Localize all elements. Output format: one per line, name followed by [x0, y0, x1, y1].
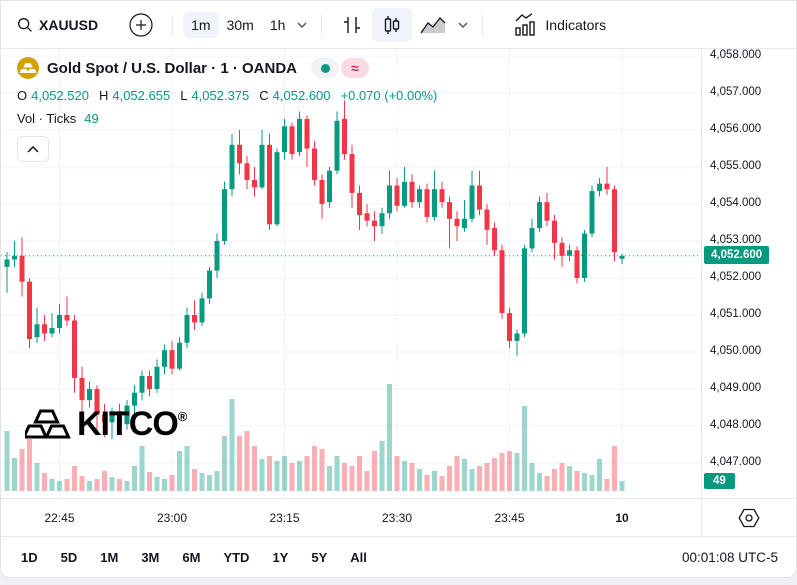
- approx-prices-status[interactable]: ≈: [341, 58, 370, 78]
- volume-value: 49: [84, 111, 99, 126]
- price-tick-label: 4,052.000: [710, 271, 762, 283]
- chart-style-area-button[interactable]: [412, 9, 454, 40]
- legend-collapse-button[interactable]: [17, 136, 49, 162]
- chevron-down-icon: [297, 22, 307, 28]
- price-tick-label: 4,056.000: [710, 123, 762, 135]
- chart-style-menu-button[interactable]: [454, 17, 472, 33]
- price-tick-label: 4,047.000: [710, 456, 762, 468]
- range-all-button[interactable]: All: [348, 546, 369, 569]
- symbol-title-row[interactable]: Gold Spot / U.S. Dollar · 1 · OANDA ≈: [17, 57, 437, 79]
- compare-add-symbol-button[interactable]: [120, 7, 162, 43]
- toolbar-divider: [482, 13, 484, 36]
- volume-label: Vol · Ticks: [17, 111, 77, 126]
- range-6m-button[interactable]: 6M: [180, 546, 202, 569]
- timeframe-1h-button[interactable]: 1h: [262, 12, 294, 38]
- close-value: 4,052.600: [272, 88, 331, 103]
- symbol-search-button[interactable]: XAUUSD: [9, 12, 106, 38]
- price-tick-label: 4,053.000: [710, 234, 762, 246]
- area-chart-icon: [420, 17, 446, 34]
- market-open-dot-icon: [320, 63, 330, 73]
- low-value: 4,052.375: [191, 88, 250, 103]
- session-clock[interactable]: 00:01:08 UTC-5: [681, 550, 778, 565]
- timeframe-30m-button[interactable]: 30m: [219, 12, 262, 38]
- indicators-icon: [515, 12, 536, 36]
- symbol-name: XAUUSD: [39, 16, 99, 33]
- indicators-label: Indicators: [545, 16, 607, 33]
- time-axis[interactable]: 22:45 23:00 23:15 23:30 23:45 10: [1, 499, 701, 536]
- timeframe-menu-button[interactable]: [293, 17, 311, 33]
- volume-ticks-badge: 49: [704, 473, 735, 489]
- date-range-selector: 1D 5D 1M 3M 6M YTD 1Y 5Y All: [19, 546, 369, 569]
- range-1y-button[interactable]: 1Y: [270, 546, 290, 569]
- chevron-up-icon: [27, 145, 39, 153]
- top-toolbar: XAUUSD 1m 30m 1h: [1, 1, 796, 49]
- axis-corner: [701, 499, 796, 536]
- time-tick-label[interactable]: 23:00: [156, 510, 188, 525]
- quick-actions-hexagon-icon[interactable]: [736, 506, 762, 530]
- price-tick-label: 4,058.000: [710, 49, 762, 61]
- time-tick-label[interactable]: 23:15: [269, 510, 300, 525]
- gold-symbol-logo-icon: [17, 57, 39, 79]
- high-value: 4,052.655: [112, 88, 171, 103]
- search-icon: [18, 17, 32, 32]
- time-axis-row: 22:45 23:00 23:15 23:30 23:45 10: [1, 498, 796, 536]
- toolbar-divider: [172, 13, 174, 36]
- range-3m-button[interactable]: 3M: [139, 546, 161, 569]
- chart-style-candles-button[interactable]: [372, 7, 413, 42]
- chart-style-bars-button[interactable]: [332, 8, 372, 42]
- volume-readout: Vol · Ticks 49: [17, 111, 437, 126]
- open-value: 4,052.520: [31, 88, 89, 103]
- bars-chart-icon: [344, 16, 361, 33]
- price-tick-label: 4,051.000: [710, 308, 762, 320]
- price-tick-label: 4,049.000: [710, 382, 762, 394]
- candlestick-chart[interactable]: [1, 49, 701, 498]
- low-label: L: [180, 88, 188, 103]
- price-tick-label: 4,050.000: [710, 345, 762, 357]
- price-tick-label: 4,054.000: [710, 197, 762, 209]
- open-label: O: [17, 88, 28, 103]
- range-ytd-button[interactable]: YTD: [221, 546, 251, 569]
- symbol-title: Gold Spot / U.S. Dollar · 1 · OANDA: [47, 59, 298, 77]
- timeframe-1m-button[interactable]: 1m: [183, 11, 219, 38]
- market-open-status[interactable]: [311, 58, 340, 78]
- price-tick-label: 4,048.000: [710, 419, 762, 431]
- time-tick-label[interactable]: 22:45: [44, 510, 75, 525]
- time-tick-label[interactable]: 10: [615, 510, 629, 525]
- change-value: +0.070 (+0.00%): [340, 88, 438, 103]
- range-1d-button[interactable]: 1D: [19, 546, 40, 569]
- indicators-button[interactable]: Indicators: [505, 8, 614, 42]
- time-tick-label[interactable]: 23:45: [494, 510, 525, 525]
- ohlc-readout: O 4,052.520 H 4,052.655 L 4,052.375 C 4,052.…: [17, 88, 437, 103]
- toolbar-divider: [321, 13, 323, 36]
- high-label: H: [98, 88, 109, 103]
- market-status-pills: ≈: [311, 58, 370, 78]
- price-axis[interactable]: 4,052.600 49 4,058.000 4,057.000 4,056.000…: [701, 49, 796, 498]
- range-5y-button[interactable]: 5Y: [309, 546, 329, 569]
- close-label: C: [259, 88, 269, 103]
- range-1m-button[interactable]: 1M: [98, 546, 120, 569]
- chevron-down-icon: [458, 22, 468, 28]
- price-tick-label: 4,055.000: [710, 160, 762, 172]
- candles-chart-icon: [385, 15, 400, 34]
- range-5d-button[interactable]: 5D: [59, 546, 80, 569]
- time-tick-label[interactable]: 23:30: [381, 510, 413, 525]
- bottom-toolbar: 1D 5D 1M 3M 6M YTD 1Y 5Y All 00:01:08 UT…: [1, 536, 796, 577]
- price-tick-label: 4,057.000: [710, 86, 762, 98]
- plus-circle-icon: [129, 12, 153, 37]
- last-price-badge: 4,052.600: [704, 245, 770, 264]
